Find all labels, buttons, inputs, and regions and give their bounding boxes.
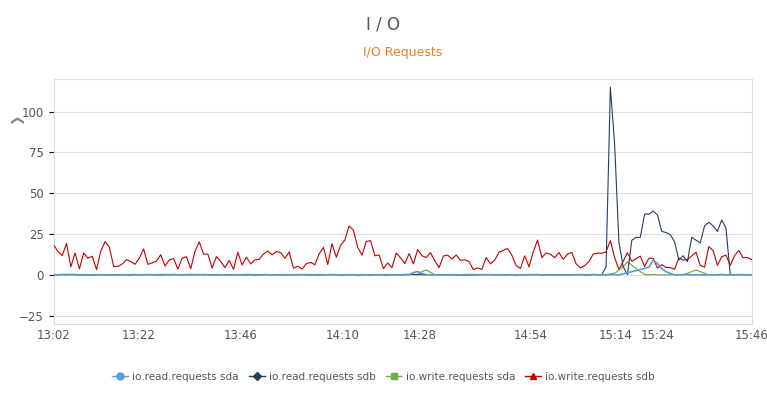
- Text: I / O: I / O: [367, 16, 400, 34]
- Text: I/O Requests: I/O Requests: [363, 46, 443, 59]
- Legend: io.read.requests sda, io.read.requests sdb, io.write.requests sda, io.write.requ: io.read.requests sda, io.read.requests s…: [108, 367, 659, 386]
- Text: ❯: ❯: [11, 113, 23, 124]
